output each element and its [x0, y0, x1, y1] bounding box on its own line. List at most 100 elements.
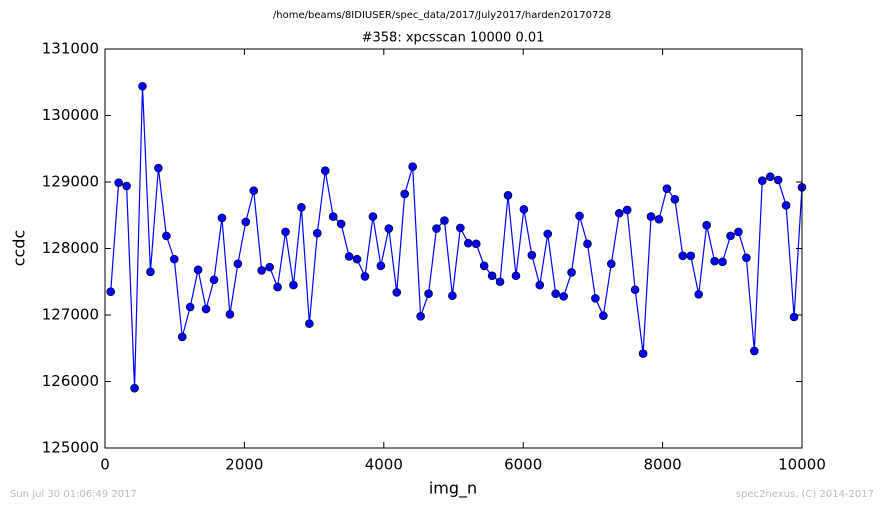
data-point — [463, 238, 473, 248]
data-point — [313, 228, 322, 238]
data-point — [185, 302, 195, 312]
data-point — [138, 81, 147, 91]
data-point — [487, 271, 497, 281]
data-point — [201, 304, 211, 314]
data-point — [678, 251, 688, 261]
data-point — [781, 200, 791, 210]
x-tick-label: 8000 — [644, 456, 682, 474]
data-point — [424, 289, 433, 299]
data-point — [742, 253, 751, 263]
data-point — [599, 311, 608, 320]
data-point — [638, 349, 648, 358]
data-point — [209, 275, 219, 285]
data-point — [654, 214, 664, 224]
data-point — [305, 319, 314, 328]
data-point — [750, 346, 759, 356]
data-point — [169, 254, 179, 264]
data-point — [328, 212, 338, 221]
data-point — [511, 271, 521, 281]
data-point — [471, 239, 481, 249]
data-point — [225, 310, 235, 319]
data-point — [757, 176, 767, 185]
data-point — [726, 231, 735, 241]
data-point — [257, 266, 266, 275]
x-tick-label: 4000 — [365, 456, 403, 474]
footer-date: Sun Jul 30 01:06:49 2017 — [10, 489, 137, 500]
data-point — [297, 202, 306, 212]
data-point — [575, 211, 584, 221]
data-point — [583, 239, 592, 249]
data-point — [408, 162, 417, 172]
y-tick-label: 128000 — [42, 239, 99, 257]
data-point — [376, 261, 386, 271]
data-point — [360, 272, 370, 281]
data-point — [177, 332, 187, 342]
data-point — [265, 262, 274, 272]
data-point — [662, 184, 672, 193]
data-point — [281, 227, 290, 237]
y-tick-label: 125000 — [42, 439, 99, 457]
data-point — [543, 229, 553, 239]
data-point — [630, 285, 640, 295]
data-point — [535, 280, 545, 290]
data-point — [384, 224, 394, 233]
data-point — [249, 186, 259, 195]
y-tick-label: 129000 — [42, 173, 99, 191]
data-point — [336, 219, 346, 229]
data-line — [110, 86, 803, 389]
data-point — [607, 259, 616, 269]
data-point — [368, 212, 378, 221]
data-point — [456, 223, 465, 233]
data-point — [479, 261, 489, 271]
data-point — [114, 178, 123, 187]
data-point — [527, 250, 537, 260]
data-point — [519, 204, 529, 214]
data-point — [146, 267, 155, 277]
plot-frame — [104, 48, 803, 449]
y-tick-label: 126000 — [42, 372, 99, 390]
suptitle: /home/beams/8IDIUSER/spec_data/2017/July… — [273, 10, 611, 21]
x-axis-label: img_n — [429, 479, 477, 499]
x-tick-label: 6000 — [504, 456, 542, 474]
data-point — [702, 220, 711, 230]
data-point — [320, 166, 330, 175]
data-point — [217, 213, 227, 223]
data-point — [591, 294, 600, 303]
data-point — [559, 292, 568, 301]
data-point — [352, 254, 362, 264]
y-tick-label: 130000 — [42, 106, 99, 124]
x-tick-label: 0 — [100, 456, 110, 474]
data-point — [416, 312, 425, 321]
data-point — [718, 257, 727, 267]
data-point — [551, 289, 560, 299]
data-point — [622, 205, 632, 215]
data-point — [765, 172, 775, 181]
x-tick-label: 10000 — [778, 456, 826, 474]
data-point — [686, 251, 696, 261]
y-axis-label: ccdc — [10, 230, 29, 267]
data-point — [567, 268, 576, 277]
chart-title: #358: xpcsscan 10000 0.01 — [362, 31, 545, 46]
data-point — [694, 290, 704, 299]
data-point — [241, 217, 251, 227]
data-point — [162, 231, 171, 241]
data-point — [344, 252, 354, 261]
data-point — [646, 212, 656, 221]
data-point — [448, 291, 457, 301]
data-point — [495, 277, 505, 287]
data-point — [106, 287, 116, 297]
data-point — [289, 280, 298, 290]
data-point — [734, 227, 743, 237]
data-point — [130, 383, 139, 393]
data-point — [193, 265, 203, 275]
data-point — [503, 191, 513, 200]
data-point — [400, 189, 410, 199]
data-point — [710, 256, 719, 266]
data-point — [392, 288, 402, 297]
y-tick-label: 131000 — [42, 40, 99, 58]
data-point — [122, 181, 131, 191]
y-tick-label: 127000 — [42, 306, 99, 324]
data-point — [432, 224, 441, 233]
footer-credit: spec2nexus, (C) 2014-2017 — [736, 489, 874, 500]
